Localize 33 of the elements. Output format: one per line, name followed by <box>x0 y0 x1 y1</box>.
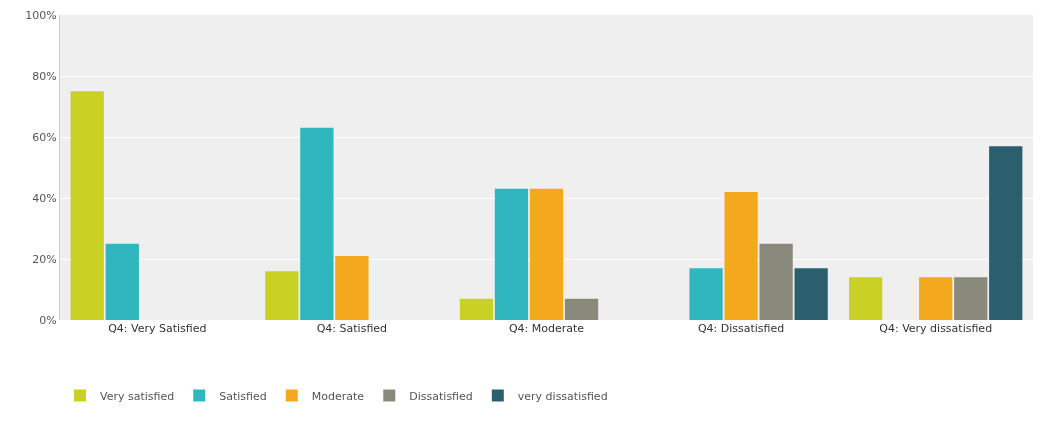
bar <box>300 127 334 320</box>
legend-label: Satisfied <box>219 389 267 403</box>
bar <box>529 188 564 320</box>
legend-label: very dissatisfied <box>517 389 608 403</box>
y-tick-label: 40% <box>32 191 57 205</box>
y-tick-label: 0% <box>39 313 57 327</box>
x-tick-label: Q4: Very dissatisfied <box>879 322 993 335</box>
y-tick-label: 100% <box>25 8 57 22</box>
bar <box>459 298 494 320</box>
x-tick-label: Q4: Very Satisfied <box>108 322 207 335</box>
y-tick-label: 20% <box>32 252 57 266</box>
bar <box>494 188 529 320</box>
bar <box>849 277 883 320</box>
bar <box>794 268 828 320</box>
bar <box>105 243 139 320</box>
x-tick-label: Q4: Dissatisfied <box>697 322 785 335</box>
bar <box>335 255 369 320</box>
legend-label: Moderate <box>311 389 365 403</box>
y-tick-label: 60% <box>32 130 57 144</box>
bar <box>70 91 104 320</box>
bar <box>564 298 599 320</box>
bar <box>724 191 758 320</box>
bar <box>919 277 953 320</box>
y-tick-label: 80% <box>32 69 57 83</box>
bar <box>989 146 1023 320</box>
legend-label: Very satisfied <box>100 389 175 403</box>
legend-label: Dissatisfied <box>409 389 473 403</box>
bar <box>954 277 988 320</box>
bar <box>265 271 299 320</box>
bar <box>759 243 793 320</box>
x-tick-label: Q4: Moderate <box>508 322 585 335</box>
bar <box>689 268 723 320</box>
x-tick-label: Q4: Satisfied <box>316 322 388 335</box>
